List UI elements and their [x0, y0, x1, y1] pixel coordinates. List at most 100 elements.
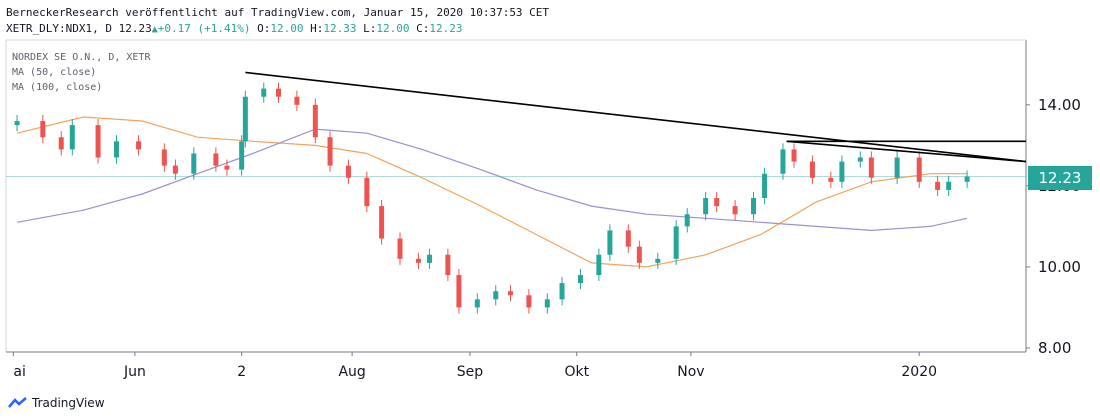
candle-body	[58, 137, 64, 150]
candle-body	[596, 254, 602, 276]
candle-body	[69, 125, 75, 150]
candle-body	[113, 141, 119, 158]
candle-body	[40, 121, 46, 138]
candle-body	[732, 206, 738, 215]
candle-body	[762, 173, 768, 199]
low-label: L:	[363, 22, 377, 35]
candle-body	[839, 161, 845, 182]
candle-body	[857, 157, 863, 162]
candle-body	[426, 254, 432, 263]
legend-instrument: NORDEX SE O.N., D, XETR	[12, 52, 151, 63]
x-tick-label: Sep	[457, 364, 484, 380]
last-price-value: 12.23	[118, 22, 152, 35]
candle-body	[636, 246, 642, 263]
candle-body	[703, 198, 709, 215]
publisher-line: BerneckerResearch veröffentlicht auf Tra…	[6, 6, 550, 19]
candle-body	[397, 238, 403, 259]
trendlines	[245, 71, 1027, 163]
candle-body	[607, 230, 613, 255]
candle-body	[239, 141, 245, 170]
candle-body	[345, 165, 351, 178]
last-price-tag: 12.23	[1028, 166, 1092, 190]
candle-body	[261, 88, 267, 97]
candle-body	[191, 153, 197, 174]
candle-body	[136, 141, 142, 150]
ma-line-1	[16, 116, 968, 268]
candle-body	[894, 157, 900, 178]
candle-body	[275, 88, 281, 97]
candle-body	[559, 283, 565, 300]
x-tick-label: 2	[237, 364, 246, 380]
candle-body	[379, 206, 385, 239]
trendline-1	[245, 71, 1027, 163]
candle-body	[673, 226, 679, 259]
close-value: 12.23	[429, 22, 463, 35]
ohlc-header: XETR_DLY:NDX1, D 12.23▲+0.17 (+1.41%) O:…	[6, 22, 462, 35]
candle-body	[14, 121, 20, 126]
candle-body	[224, 165, 230, 170]
x-tick-label: Jun	[123, 364, 146, 380]
trendline-2	[786, 140, 1027, 163]
candle-body	[625, 230, 631, 247]
candle-body	[312, 104, 318, 138]
candle-body	[95, 125, 101, 158]
candle-body	[935, 181, 941, 190]
x-tick-label: Aug	[338, 364, 365, 380]
candle-body	[964, 176, 970, 182]
moving-average-lines	[16, 116, 968, 268]
candle-body	[916, 157, 922, 182]
candle-body	[526, 295, 532, 308]
candle-body	[655, 258, 661, 263]
candle-body	[294, 96, 300, 105]
candle-body	[364, 177, 370, 207]
brand-name: TradingView	[32, 396, 105, 410]
candle-body	[415, 258, 421, 263]
change-value: +0.17 (+1.41%)	[157, 22, 251, 35]
open-value: 12.00	[270, 22, 304, 35]
symbol-label: XETR_DLY:NDX1, D	[6, 22, 112, 35]
candle-body	[791, 149, 797, 162]
legend-ma50: MA (50, close)	[12, 67, 97, 78]
candle-body	[868, 157, 874, 178]
candle-body	[161, 149, 167, 166]
x-tick-label: 2020	[901, 364, 937, 380]
high-value: 12.33	[323, 22, 357, 35]
candle-body	[456, 275, 462, 308]
candle-body	[577, 275, 583, 284]
candle-body	[213, 153, 219, 166]
y-tick-label: 14.00	[1038, 96, 1081, 114]
candle-body	[507, 291, 513, 296]
up-triangle-icon: ▲	[151, 24, 158, 35]
candle-body	[172, 165, 178, 174]
candle-body	[474, 299, 480, 308]
candle-body	[946, 181, 952, 190]
low-value: 12.00	[376, 22, 410, 35]
ma-line-2	[16, 128, 968, 232]
candles	[14, 82, 970, 314]
candle-body	[780, 149, 786, 174]
time-axis[interactable]: ai Jun 2 Aug Sep Okt Nov 2020	[12, 352, 937, 380]
candle-body	[493, 291, 499, 300]
tradingview-logo-icon	[8, 397, 27, 408]
candle-body	[714, 198, 720, 207]
high-label: H:	[310, 22, 324, 35]
footer-brand[interactable]: TradingView	[8, 396, 105, 410]
legend-ma100: MA (100, close)	[12, 82, 103, 93]
candle-body	[445, 254, 451, 276]
candle-body	[544, 299, 550, 308]
chart-frame	[5, 39, 1027, 353]
candle-body	[828, 177, 834, 182]
y-tick-label: 8.00	[1038, 339, 1071, 357]
x-tick-label: Nov	[677, 364, 704, 380]
x-tick-label: ai	[13, 364, 25, 380]
candle-body	[684, 214, 690, 227]
candle-body	[809, 161, 815, 178]
x-tick-label: Okt	[564, 364, 589, 380]
candle-body	[751, 198, 757, 215]
y-tick-label: 10.00	[1038, 258, 1081, 276]
close-label: C:	[416, 22, 430, 35]
candle-body	[242, 96, 248, 142]
candle-body	[327, 137, 333, 166]
